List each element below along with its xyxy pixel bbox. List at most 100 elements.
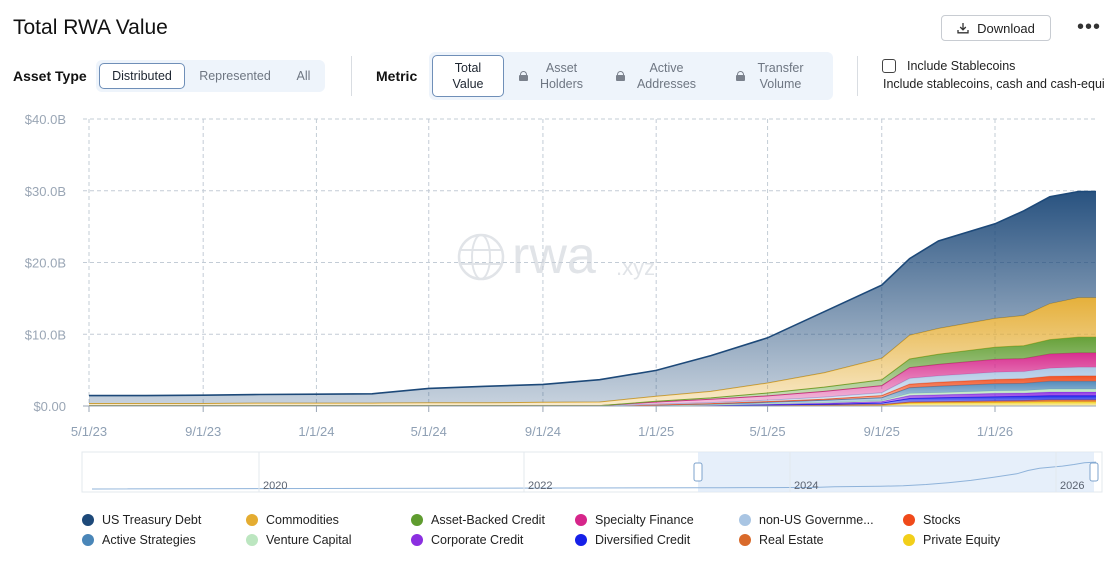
line-series-asset-backed-credit (89, 336, 1096, 407)
y-tick-label: $30.0B (25, 184, 66, 199)
area-series-real-estate (89, 399, 1096, 406)
navigator-year: 2024 (794, 480, 818, 492)
navigator-left-handle (693, 462, 703, 482)
legend-item[interactable]: Venture Capital (246, 533, 351, 547)
x-tick-label: 1/1/24 (298, 424, 334, 439)
y-tick-label: $20.0B (25, 256, 66, 271)
area-series-private-equity (89, 401, 1096, 406)
watermark-globe-icon (457, 233, 505, 281)
navigator-right-handle (1089, 462, 1099, 482)
asset-type-all[interactable]: All (296, 69, 311, 83)
y-tick-label: $10.0B (25, 327, 66, 342)
line-series-stocks (89, 375, 1096, 407)
area-series-specialty-finance (89, 352, 1096, 406)
legend-item[interactable]: Real Estate (739, 533, 824, 547)
asset-type-represented[interactable]: Represented (199, 69, 271, 83)
legend-label: Stocks (923, 513, 961, 527)
legend-item[interactable]: Active Strategies (82, 533, 196, 547)
line-series-diversified-credit (89, 395, 1096, 407)
asset-type-distributed[interactable]: Distributed (99, 63, 185, 89)
range-navigator: 2020 2022 2024 2026 (81, 451, 1103, 493)
download-icon (957, 23, 969, 34)
legend-label: Real Estate (759, 533, 824, 547)
area-series-active-strategies (89, 381, 1096, 406)
navigator-year: 2026 (1060, 480, 1084, 492)
watermark-text: rwa (512, 227, 596, 285)
line-series-commodities (89, 297, 1096, 404)
navigator-background (81, 451, 1103, 493)
metric-asset-holders-line2: Holders (539, 77, 584, 91)
line-series-real-estate (89, 399, 1096, 407)
legend-swatch (82, 514, 94, 526)
area-series-us-treasury-debt (89, 191, 1096, 404)
x-tick-label: 1/1/26 (977, 424, 1013, 439)
line-series-venture-capital (89, 388, 1096, 407)
legend-label: Active Strategies (102, 533, 196, 547)
metric-transfer-volume[interactable]: Transfer Volume (714, 55, 826, 97)
y-tick-label: $0.00 (33, 399, 66, 414)
navigator-line (91, 461, 1097, 490)
lock-icon (615, 71, 625, 81)
legend-item[interactable]: Asset-Backed Credit (411, 513, 545, 527)
metric-active-addresses-line1: Active (649, 61, 684, 75)
include-stablecoins-label[interactable]: Include Stablecoins (907, 59, 1016, 73)
divider (351, 56, 352, 96)
chart-areas (89, 190, 1096, 407)
metric-asset-holders[interactable]: Asset Holders (504, 55, 598, 97)
more-options-icon[interactable]: ••• (1077, 16, 1102, 38)
download-label: Download (977, 20, 1035, 36)
x-tick-label: 9/1/24 (525, 424, 561, 439)
legend-item[interactable]: Commodities (246, 513, 339, 527)
legend-item[interactable]: Stocks (903, 513, 961, 527)
include-stablecoins-checkbox[interactable] (882, 59, 896, 73)
x-axis: 5/1/23 9/1/23 1/1/24 5/1/24 9/1/24 1/1/25 5/1/… (71, 405, 1096, 439)
legend-item[interactable]: Corporate Credit (411, 533, 523, 547)
watermark-suffix: .xyz (616, 255, 655, 280)
lock-icon (736, 71, 746, 81)
legend-label: Corporate Credit (431, 533, 524, 547)
legend-swatch (739, 534, 751, 546)
legend-label: Private Equity (923, 533, 1001, 547)
metric-label: Metric (376, 68, 418, 84)
legend-item[interactable]: Diversified Credit (575, 533, 690, 547)
watermark: rwa .xyz (457, 227, 655, 285)
legend-swatch (903, 514, 915, 526)
legend-item[interactable]: Private Equity (903, 533, 1000, 547)
metric-active-addresses[interactable]: Active Addresses (598, 55, 714, 97)
legend-label: non-US Governme... (759, 513, 874, 527)
legend-swatch (575, 534, 587, 546)
navigator-selection (698, 452, 1094, 492)
legend-swatch (246, 514, 258, 526)
x-tick-label: 5/1/23 (71, 424, 107, 439)
area-series-diversified-credit (89, 395, 1096, 406)
area-series-stocks (89, 375, 1096, 406)
area-series-commodities (89, 297, 1096, 406)
metric-selector: Total Value Asset Holders Active Address… (429, 52, 833, 100)
x-tick-label: 9/1/23 (185, 424, 221, 439)
metric-total-value-line2: Value (452, 77, 484, 91)
legend-item[interactable]: non-US Governme... (739, 513, 874, 527)
navigator-year: 2022 (528, 480, 552, 492)
legend-label: Specialty Finance (595, 513, 694, 527)
lock-icon (518, 71, 528, 81)
line-series-active-strategies (89, 380, 1096, 407)
y-tick-label: $40.0B (25, 112, 66, 127)
metric-transfer-volume-line1: Transfer (757, 61, 804, 75)
metric-total-value[interactable]: Total Value (432, 55, 504, 97)
legend-label: Commodities (266, 513, 339, 527)
legend-item[interactable]: Specialty Finance (575, 513, 694, 527)
legend-swatch (575, 514, 587, 526)
legend-item[interactable]: US Treasury Debt (82, 513, 201, 527)
legend-label: US Treasury Debt (102, 513, 202, 527)
download-button[interactable]: Download (941, 15, 1051, 41)
x-tick-label: 5/1/24 (411, 424, 447, 439)
line-series-private-equity (89, 401, 1096, 407)
asset-type-selector: Distributed Represented All (96, 60, 325, 92)
legend-swatch (903, 534, 915, 546)
legend-swatch (739, 514, 751, 526)
legend-label: Venture Capital (266, 533, 352, 547)
area-series-asset-backed-credit (89, 337, 1096, 406)
legend-swatch (246, 534, 258, 546)
area-series-corporate-credit (89, 392, 1096, 406)
line-series-non-us-government-debt (89, 366, 1096, 407)
